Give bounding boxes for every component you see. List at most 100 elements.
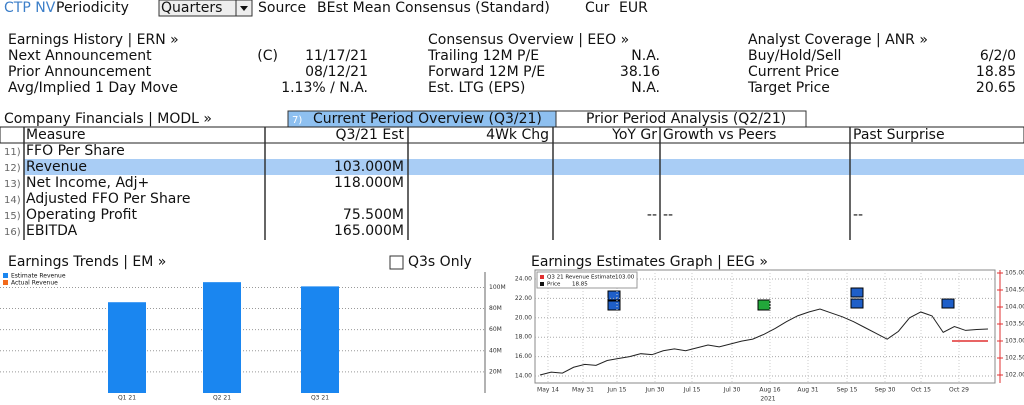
x-tick-label: Oct 29 — [949, 387, 969, 394]
price-line — [539, 308, 989, 376]
x-tick-label: Jul 15 — [683, 387, 701, 394]
x-tick-label: Jun 30 — [645, 387, 665, 394]
value: N.A. — [631, 48, 660, 64]
cell: -- — [663, 207, 674, 223]
measure[interactable]: EBITDA — [26, 223, 78, 239]
legend-swatch — [540, 282, 544, 286]
arrow-icon — [240, 6, 248, 11]
section-title[interactable]: Analyst Coverage | ANR » — [748, 32, 928, 48]
x-tick-label: Jun 15 — [607, 387, 627, 394]
x-tick-label: May 14 — [537, 387, 559, 394]
dropdown-value[interactable]: Quarters — [161, 0, 223, 16]
label: Current Price — [748, 64, 840, 80]
value: 38.16 — [619, 64, 660, 80]
y2-tick-label: 105.00 — [1005, 270, 1024, 277]
ticker: CTP NV — [4, 0, 56, 16]
measure[interactable]: Operating Profit — [26, 207, 137, 223]
column-header: YoY Gr — [612, 127, 657, 143]
y-tick-label: 18.00 — [515, 334, 532, 341]
x-tick-label: Q3 21 — [311, 395, 329, 402]
legend-value: 103.00 — [615, 275, 635, 281]
x-tick-label: Aug 16 — [759, 387, 780, 394]
cell: 118.000M — [334, 175, 404, 191]
y2-tick-label: 102.50 — [1005, 355, 1024, 362]
label: Est. LTG (EPS) — [428, 80, 526, 96]
section-title[interactable]: Consensus Overview | EEO » — [428, 32, 630, 48]
label: Source — [258, 0, 307, 16]
legend-value: 18.85 — [572, 282, 588, 288]
label: Buy/Hold/Sell — [748, 48, 842, 64]
y-tick-label: 22.00 — [515, 295, 532, 302]
y2-tick-label: 103.50 — [1005, 321, 1024, 328]
y-tick-label: 20.00 — [515, 314, 532, 321]
bar — [301, 286, 339, 393]
row-number: 14) — [4, 195, 21, 206]
x-year-label: 2021 — [760, 396, 775, 403]
legend-swatch — [3, 273, 8, 278]
x-tick-label: Sep 15 — [837, 387, 858, 394]
label: EUR — [619, 0, 648, 16]
x-tick-label: May 31 — [572, 387, 594, 394]
x-tick-label: Sep 30 — [875, 387, 896, 394]
label: (C) — [257, 48, 278, 64]
x-tick-label: Jul 30 — [723, 387, 741, 394]
label: Trailing 12M P/E — [428, 48, 540, 64]
bar — [108, 302, 146, 393]
label: Prior Announcement — [8, 64, 152, 80]
y-tick-label: 40M — [489, 347, 502, 354]
cell: -- — [646, 207, 657, 223]
row-number: 11) — [4, 147, 21, 158]
section-title[interactable]: Earnings Estimates Graph | EEG » — [531, 254, 768, 270]
y2-tick-label: 104.50 — [1005, 287, 1024, 294]
measure[interactable]: FFO Per Share — [26, 143, 125, 159]
checkbox-label[interactable]: Q3s Only — [408, 254, 472, 270]
label: BEst Mean Consensus (Standard) — [317, 0, 550, 16]
selected-row — [24, 159, 1024, 175]
legend-label: Q3 21 Revenue Estimate — [547, 275, 616, 281]
value: 11/17/21 — [305, 48, 368, 64]
column-header: 4Wk Chg — [486, 127, 549, 143]
bar — [203, 282, 241, 393]
tab-label[interactable]: Prior Period Analysis (Q2/21) — [586, 111, 787, 127]
y2-tick-label: 104.00 — [1005, 304, 1024, 311]
x-tick-label: Q2 21 — [213, 395, 231, 402]
y2-tick-label: 102.00 — [1005, 372, 1024, 379]
cell: 75.500M — [342, 207, 404, 223]
measure[interactable]: Revenue — [26, 159, 87, 175]
y-tick-label: 24.00 — [515, 276, 532, 283]
cell: 103.000M — [334, 159, 404, 175]
label: Next Announcement — [8, 48, 152, 64]
legend-swatch — [540, 275, 544, 279]
y-tick-label: 20M — [489, 368, 502, 375]
value: 18.85 — [975, 64, 1016, 80]
section-title[interactable]: Earnings Trends | EM » — [8, 254, 167, 270]
value: N.A. — [631, 80, 660, 96]
measure[interactable]: Adjusted FFO Per Share — [26, 191, 191, 207]
y-tick-label: 14.00 — [515, 373, 532, 380]
column-header: Past Surprise — [853, 127, 945, 143]
x-tick-label: Q1 21 — [118, 395, 136, 402]
x-tick-label: Aug 31 — [797, 387, 818, 394]
row-number: 15) — [4, 211, 21, 222]
graph-frame — [534, 269, 996, 384]
tab-label[interactable]: Current Period Overview (Q3/21) — [313, 111, 542, 127]
column-header: Measure — [26, 127, 86, 143]
row-number: 13) — [4, 179, 21, 190]
event-icons — [607, 287, 955, 311]
y2-tick-label: 103.00 — [1005, 338, 1024, 345]
y-tick-label: 100M — [489, 284, 506, 291]
column-header: Growth vs Peers — [663, 127, 777, 143]
value: 6/2/0 — [979, 48, 1016, 64]
section-title[interactable]: Earnings History | ERN » — [8, 32, 179, 48]
label: Avg/Implied 1 Day Move — [8, 80, 179, 96]
section-title[interactable]: Company Financials | MODL » — [4, 111, 212, 127]
y-tick-label: 16.00 — [515, 353, 532, 360]
row-number: 16) — [4, 227, 21, 238]
value: 1.13% / N.A. — [281, 80, 368, 96]
checkbox[interactable] — [389, 255, 404, 270]
value: 20.65 — [975, 80, 1016, 96]
x-tick-label: Oct 15 — [911, 387, 931, 394]
measure[interactable]: Net Income, Adj+ — [26, 175, 150, 191]
legend-label: Price — [547, 282, 561, 288]
